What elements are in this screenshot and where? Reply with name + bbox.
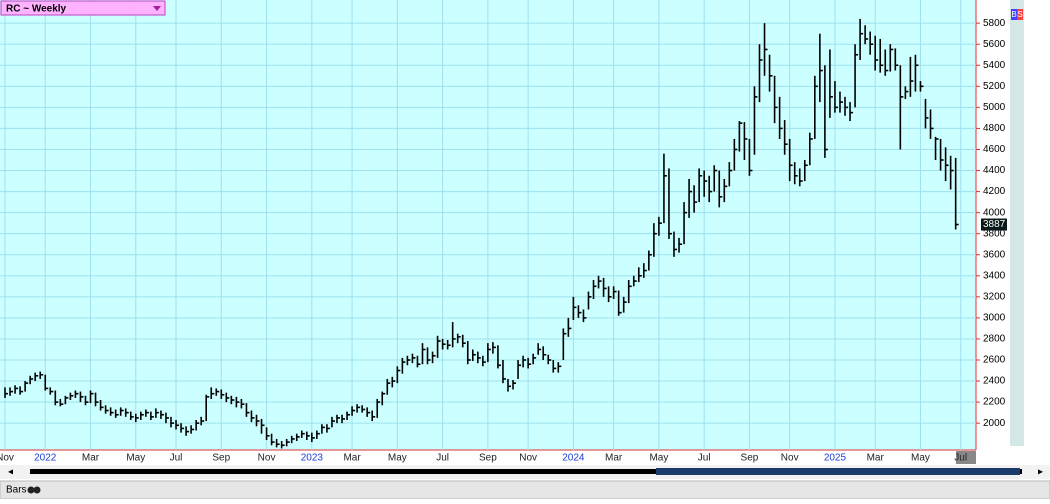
y-tick-label: 3800 [983, 228, 1006, 239]
y-tick-label: 4000 [983, 207, 1006, 218]
symbol-title: RC ~ Weekly [6, 4, 67, 15]
labels: 2000 2200 2400 2600 2800 3000 3200 3400 3600 3800… [0, 18, 1007, 464]
x-tick-label: 2022 [34, 453, 57, 464]
x-tick-label: Nov [781, 453, 799, 464]
status-icon[interactable] [33, 486, 41, 494]
grid [0, 0, 976, 450]
status-bar [0, 480, 1050, 500]
y-tick-label: 3400 [983, 270, 1006, 281]
y-tick-label: 5000 [983, 102, 1006, 113]
x-tick-label: Jul [170, 453, 183, 464]
y-tick-label: 5200 [983, 81, 1006, 92]
x-tick-label: 2023 [301, 453, 324, 464]
y-tick-label: 2400 [983, 376, 1006, 387]
x-tick-label: May [649, 453, 668, 464]
scroll-thumb[interactable] [656, 468, 1020, 475]
y-tick-label: 4800 [983, 123, 1006, 134]
y-tick-label: 2200 [983, 397, 1006, 408]
x-scroll-corner [956, 451, 976, 464]
y-tick-label: 3000 [983, 313, 1006, 324]
y-tick-label: 3600 [983, 249, 1006, 260]
x-tick-label: Mar [867, 453, 885, 464]
y-tick-label: 5800 [983, 18, 1006, 29]
status-icon[interactable] [27, 486, 35, 494]
symbol-box[interactable] [0, 0, 166, 16]
x-tick-label: Mar [343, 453, 361, 464]
button-b-label: B [1011, 10, 1016, 19]
x-tick-label: 2024 [562, 453, 585, 464]
y-tick-label: 3200 [983, 291, 1006, 302]
side-panel [1010, 0, 1024, 446]
y-tick-label: 2000 [983, 418, 1006, 429]
button-b[interactable] [1011, 9, 1017, 20]
scroll-track [30, 469, 1022, 474]
status-text: Bars [6, 485, 27, 496]
y-tick-label: 4400 [983, 165, 1006, 176]
x-tick-label: Jul [698, 453, 711, 464]
y-tick-label: 5400 [983, 60, 1006, 71]
x-tick-label: Nov [519, 453, 537, 464]
x-tick-label: May [126, 453, 145, 464]
y-tick-label: 2800 [983, 334, 1006, 345]
x-tick-label: Sep [479, 453, 497, 464]
x-tick-label: Sep [741, 453, 759, 464]
y-tick-label: 5600 [983, 39, 1006, 50]
last-price-label: 3887 [983, 219, 1006, 230]
x-tick-label: May [388, 453, 407, 464]
x-tick-label: Nov [258, 453, 276, 464]
x-tick-label: Jul [954, 453, 967, 464]
scroll-right[interactable]: ▸ [1038, 467, 1043, 478]
y-tick-label: 4200 [983, 186, 1006, 197]
button-s[interactable] [1017, 9, 1023, 20]
last-price-box [981, 218, 1007, 231]
y-tick-label: 4600 [983, 144, 1006, 155]
x-tick-label: Mar [82, 453, 100, 464]
bars [4, 18, 959, 449]
dropdown-arrow[interactable] [153, 6, 161, 11]
x-tick-label: May [911, 453, 930, 464]
button-s-label: S [1017, 10, 1022, 19]
scroll-left[interactable]: ◂ [8, 467, 13, 478]
x-tick-label: Jul [436, 453, 449, 464]
x-tick-label: Mar [605, 453, 623, 464]
x-tick-label: 2025 [824, 453, 847, 464]
x-tick-label: Nov [0, 453, 14, 464]
x-tick-label: Sep [212, 453, 230, 464]
y-tick-label: 2600 [983, 355, 1006, 366]
